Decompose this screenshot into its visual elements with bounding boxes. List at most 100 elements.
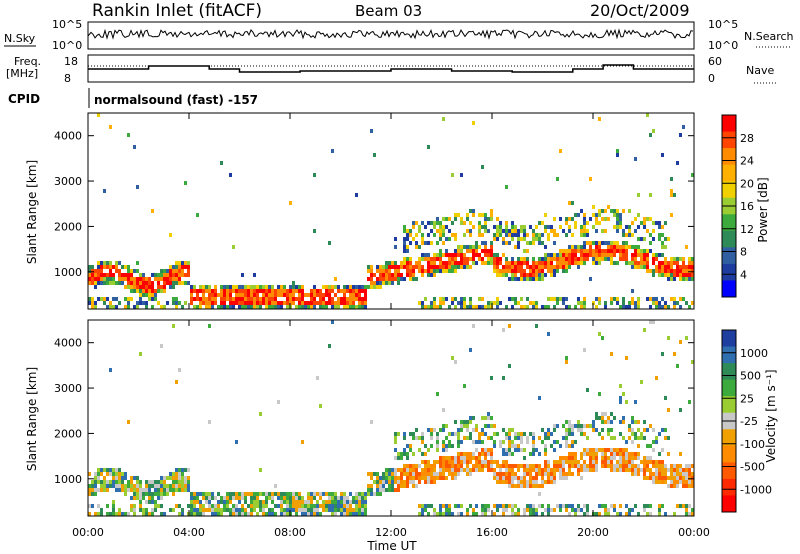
scatter-cell — [529, 476, 532, 480]
scatter-cell — [169, 484, 172, 488]
scatter-cell — [445, 265, 448, 269]
scatter-cell — [241, 305, 244, 309]
scatter-cell — [532, 273, 535, 277]
scatter-cell — [667, 336, 670, 340]
scatter-cell — [352, 289, 355, 293]
scatter-cell — [187, 273, 190, 277]
scatter-cell — [313, 504, 316, 508]
scatter-cell — [172, 281, 175, 285]
scatter-cell — [568, 428, 571, 432]
colorbar-swatch — [722, 230, 736, 248]
scatter-cell — [436, 512, 439, 516]
scatter-cell — [472, 416, 475, 420]
y-tick-label: 2000 — [54, 220, 82, 233]
scatter-cell — [571, 428, 574, 432]
scatter-cell — [562, 249, 565, 253]
scatter-cell — [178, 273, 181, 277]
scatter-cell — [517, 484, 520, 488]
scatter-cell — [499, 269, 502, 273]
scatter-cell — [388, 468, 391, 472]
scatter-cell — [178, 488, 181, 492]
scatter-cell — [364, 285, 367, 289]
scatter-cell — [118, 512, 121, 516]
scatter-cell — [448, 217, 451, 221]
scatter-cell — [154, 273, 157, 277]
scatter-cell — [337, 508, 340, 512]
scatter-cell — [571, 444, 574, 448]
scatter-cell — [361, 305, 364, 309]
scatter-cell — [502, 460, 505, 464]
scatter-cell — [475, 460, 478, 464]
scatter-cell — [622, 209, 625, 213]
scatter-cell — [505, 261, 508, 265]
scatter-cell — [166, 488, 169, 492]
scatter-cell — [181, 261, 184, 265]
scatter-cell — [544, 436, 547, 440]
scatter-cell — [586, 257, 589, 261]
scatter-cell — [568, 504, 571, 508]
scatter-cell — [325, 492, 328, 496]
scatter-cell — [421, 305, 424, 309]
scatter-cell — [241, 273, 244, 277]
scatter-cell — [154, 500, 157, 504]
scatter-cell — [283, 492, 286, 496]
scatter-cell — [589, 468, 592, 472]
scatter-cell — [370, 492, 373, 496]
scatter-cell — [130, 488, 133, 492]
scatter-cell — [349, 301, 352, 305]
scatter-cell — [370, 277, 373, 281]
scatter-cell — [142, 496, 145, 500]
scatter-cell — [541, 261, 544, 265]
scatter-cell — [130, 273, 133, 277]
scatter-cell — [634, 249, 637, 253]
scatter-cell — [421, 253, 424, 257]
scatter-cell — [523, 225, 526, 229]
scatter-cell — [571, 508, 574, 512]
scatter-cell — [610, 253, 613, 257]
scatter-cell — [253, 293, 256, 297]
scatter-cell — [403, 261, 406, 265]
scatter-cell — [484, 249, 487, 253]
scatter-cell — [598, 253, 601, 257]
scatter-cell — [376, 488, 379, 492]
scatter-cell — [184, 261, 187, 265]
scatter-cell — [481, 297, 484, 301]
scatter-cell — [271, 301, 274, 305]
scatter-cell — [427, 468, 430, 472]
colorbar-swatch — [722, 280, 736, 298]
scatter-cell — [520, 269, 523, 273]
scatter-cell — [640, 468, 643, 472]
scatter-cell — [673, 305, 676, 309]
scatter-cell — [472, 249, 475, 253]
scatter-cell — [202, 504, 205, 508]
scatter-cell — [571, 504, 574, 508]
scatter-cell — [517, 277, 520, 281]
scatter-cell — [658, 504, 661, 508]
scatter-cell — [403, 229, 406, 233]
scatter-cell — [685, 508, 688, 512]
scatter-cell — [319, 297, 322, 301]
scatter-cell — [664, 512, 667, 516]
scatter-cell — [271, 293, 274, 297]
scatter-cell — [574, 257, 577, 261]
scatter-cell — [94, 480, 97, 484]
scatter-cell — [574, 464, 577, 468]
scatter-cell — [562, 253, 565, 257]
x-tick-label: 00:00 — [678, 526, 710, 539]
x-tick-label: 00:00 — [72, 526, 104, 539]
scatter-cell — [667, 408, 670, 412]
scatter-cell — [97, 476, 100, 480]
scatter-cell — [259, 305, 262, 309]
scatter-cell — [667, 452, 670, 456]
scatter-cell — [172, 285, 175, 289]
scatter-cell — [472, 121, 475, 125]
scatter-cell — [100, 488, 103, 492]
scatter-cell — [388, 476, 391, 480]
scatter-cell — [268, 492, 271, 496]
scatter-cell — [382, 488, 385, 492]
scatter-cell — [421, 476, 424, 480]
scatter-cell — [343, 301, 346, 305]
scatter-cell — [340, 492, 343, 496]
scatter-cell — [589, 249, 592, 253]
scatter-cell — [235, 496, 238, 500]
